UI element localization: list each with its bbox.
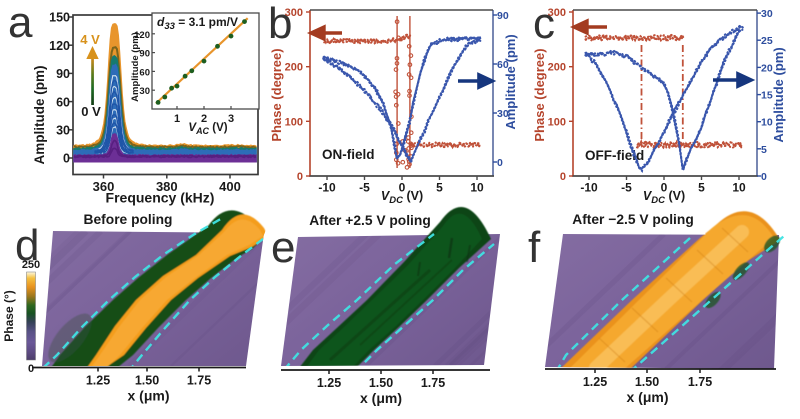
svg-text:1.25: 1.25 [86,374,110,388]
svg-text:0: 0 [28,363,34,375]
svg-text:10: 10 [761,117,773,129]
svg-text:60: 60 [56,95,70,109]
svg-text:0: 0 [399,181,406,195]
svg-text:15: 15 [761,90,773,102]
svg-text:100: 100 [548,116,566,128]
svg-text:Amplitude (pm): Amplitude (pm) [32,66,47,165]
svg-text:d: d [15,221,39,270]
svg-text:x (μm): x (μm) [626,389,668,405]
svg-text:300: 300 [285,7,303,19]
svg-text:60: 60 [497,59,509,71]
svg-text:90: 90 [139,49,150,60]
svg-text:200: 200 [548,62,566,74]
svg-text:Before poling: Before poling [84,212,173,227]
svg-text:x (μm): x (μm) [360,390,402,406]
svg-text:200: 200 [285,62,303,74]
svg-text:400: 400 [219,179,241,194]
svg-text:Amplitude (pm): Amplitude (pm) [771,47,786,142]
svg-text:Phase (°): Phase (°) [2,290,16,341]
svg-text:Frequency (kHz): Frequency (kHz) [106,190,215,206]
svg-text:380: 380 [156,179,178,194]
svg-text:Phase (degree): Phase (degree) [532,48,547,141]
svg-text:90: 90 [497,10,509,22]
svg-text:250: 250 [22,259,40,271]
svg-text:60: 60 [139,67,150,78]
svg-text:0: 0 [63,152,70,166]
svg-text:-5: -5 [621,181,632,195]
svg-text:10: 10 [732,181,746,195]
svg-text:30: 30 [139,86,150,97]
svg-text:1: 1 [174,113,180,125]
svg-text:d33 = 3.1 pm/V: d33 = 3.1 pm/V [157,15,238,32]
svg-text:After +2.5 V poling: After +2.5 V poling [309,213,431,228]
svg-text:ON-field: ON-field [322,147,375,162]
svg-text:0: 0 [661,181,668,195]
svg-text:c: c [533,0,555,48]
svg-text:0: 0 [560,171,566,183]
svg-text:30: 30 [56,124,70,138]
svg-text:100: 100 [285,116,303,128]
svg-text:1.75: 1.75 [688,375,712,389]
svg-text:10: 10 [470,181,484,195]
svg-text:20: 20 [761,62,773,74]
svg-text:1.75: 1.75 [421,376,445,390]
svg-text:150: 150 [49,11,70,25]
svg-text:e: e [271,223,295,272]
svg-text:OFF-field: OFF-field [585,148,644,163]
svg-text:30: 30 [761,8,773,20]
svg-text:0 V: 0 V [81,104,101,119]
svg-text:1.75: 1.75 [187,374,211,388]
svg-text:5: 5 [761,144,767,156]
svg-text:VDC (V): VDC (V) [643,189,685,206]
svg-text:1.50: 1.50 [369,376,393,390]
svg-text:120: 120 [49,39,70,53]
svg-text:5: 5 [436,181,443,195]
svg-text:120: 120 [134,30,150,41]
svg-text:Amplitude (pm): Amplitude (pm) [503,34,518,129]
svg-text:f: f [528,223,541,272]
svg-text:0: 0 [497,157,503,169]
svg-text:After −2.5 V poling: After −2.5 V poling [572,212,694,227]
svg-text:1.50: 1.50 [635,375,659,389]
svg-text:-10: -10 [318,181,336,195]
svg-text:360: 360 [93,179,115,194]
svg-text:1.50: 1.50 [135,374,159,388]
svg-text:5: 5 [698,181,705,195]
svg-text:25: 25 [761,35,773,47]
svg-text:a: a [8,0,33,47]
svg-text:x (μm): x (μm) [127,388,169,404]
svg-text:VAC (V): VAC (V) [188,122,227,136]
svg-text:0: 0 [297,171,303,183]
svg-text:1.25: 1.25 [583,375,607,389]
svg-text:0: 0 [761,171,767,183]
svg-text:Phase (degree): Phase (degree) [269,48,284,141]
svg-text:Amplitude (pm): Amplitude (pm) [130,32,141,102]
svg-text:1.25: 1.25 [317,376,341,390]
svg-text:3: 3 [228,113,234,125]
svg-text:2: 2 [201,113,207,125]
svg-text:b: b [268,0,292,48]
svg-text:4 V: 4 V [80,32,100,47]
svg-text:30: 30 [497,108,509,120]
svg-text:90: 90 [56,67,70,81]
svg-text:VDC (V): VDC (V) [381,189,423,206]
svg-text:300: 300 [548,7,566,19]
svg-text:-5: -5 [359,181,370,195]
svg-text:-10: -10 [580,181,598,195]
